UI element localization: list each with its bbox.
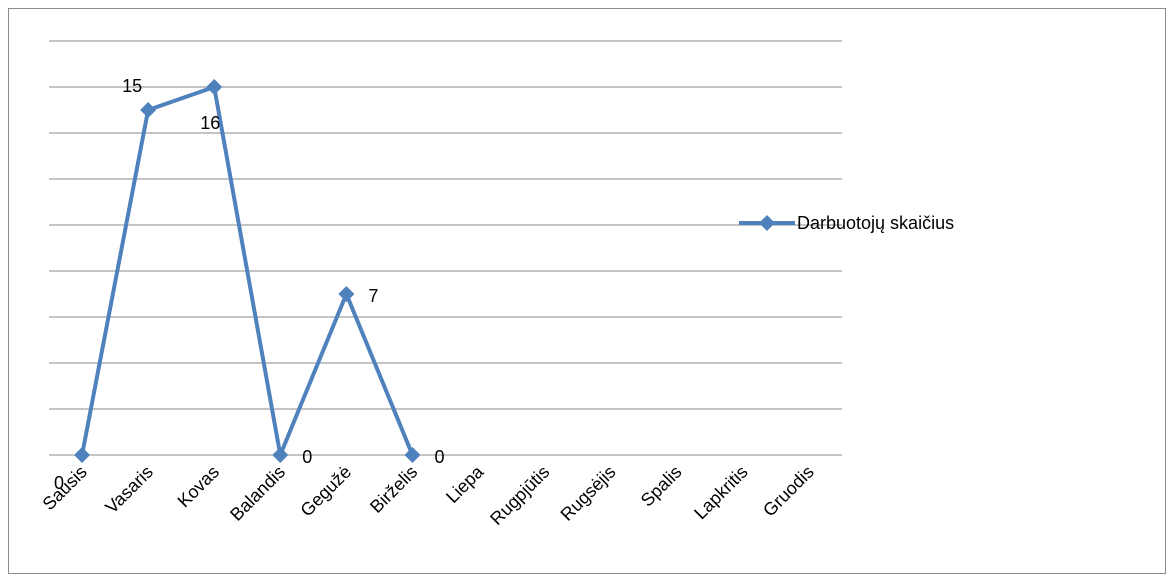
line-chart: 0 15 16 0 7 0 Sausis Vasaris Kovas Balandis Geguž… [39, 40, 954, 529]
x-tick-label-liepa: Liepa [442, 461, 488, 507]
x-tick-label-kovas: Kovas [174, 462, 224, 512]
x-tick-label-spalis: Spalis [637, 462, 686, 511]
x-tick-label-lapkritis: Lapkritis [690, 462, 752, 524]
data-label-kovas: 16 [200, 113, 220, 133]
series-group [74, 79, 421, 463]
data-label-sausis: 0 [54, 473, 64, 493]
data-point-vasaris [140, 102, 157, 118]
chart-area: 0 15 16 0 7 0 Sausis Vasaris Kovas Balandis Geguž… [8, 8, 1166, 574]
x-tick-label-balandis: Balandis [226, 462, 289, 525]
gridlines [49, 40, 842, 456]
x-tick-label-birželis: Birželis [366, 462, 421, 517]
x-tick-label-gruodis: Gruodis [759, 462, 818, 521]
x-axis-tick-labels: Sausis Vasaris Kovas Balandis Gegužė Birželis… [39, 461, 818, 529]
x-tick-label-rugpjūtis: Rugpjūtis [486, 462, 553, 529]
data-point-sausis [74, 447, 91, 463]
legend-entry-label: Darbuotojų skaičius [797, 213, 954, 233]
data-point-kovas [206, 79, 223, 95]
data-label-vasaris: 15 [122, 76, 142, 96]
legend-marker-swatch [759, 215, 775, 231]
data-label-birželis: 0 [434, 447, 444, 467]
data-point-gegužė [338, 286, 355, 302]
x-tick-label-rugsėjis: Rugsėjis [557, 462, 620, 525]
series-line [80, 84, 415, 463]
x-tick-label-sausis: Sausis [39, 462, 91, 514]
data-label-balandis: 0 [302, 447, 312, 467]
data-point-balandis [272, 447, 289, 463]
data-point-birželis [404, 447, 421, 463]
x-tick-label-gegužė: Gegužė [296, 462, 355, 521]
legend: Darbuotojų skaičius [739, 213, 954, 233]
data-labels: 0 15 16 0 7 0 [54, 76, 444, 493]
data-label-gegužė: 7 [368, 286, 378, 306]
x-tick-label-vasaris: Vasaris [101, 462, 157, 518]
